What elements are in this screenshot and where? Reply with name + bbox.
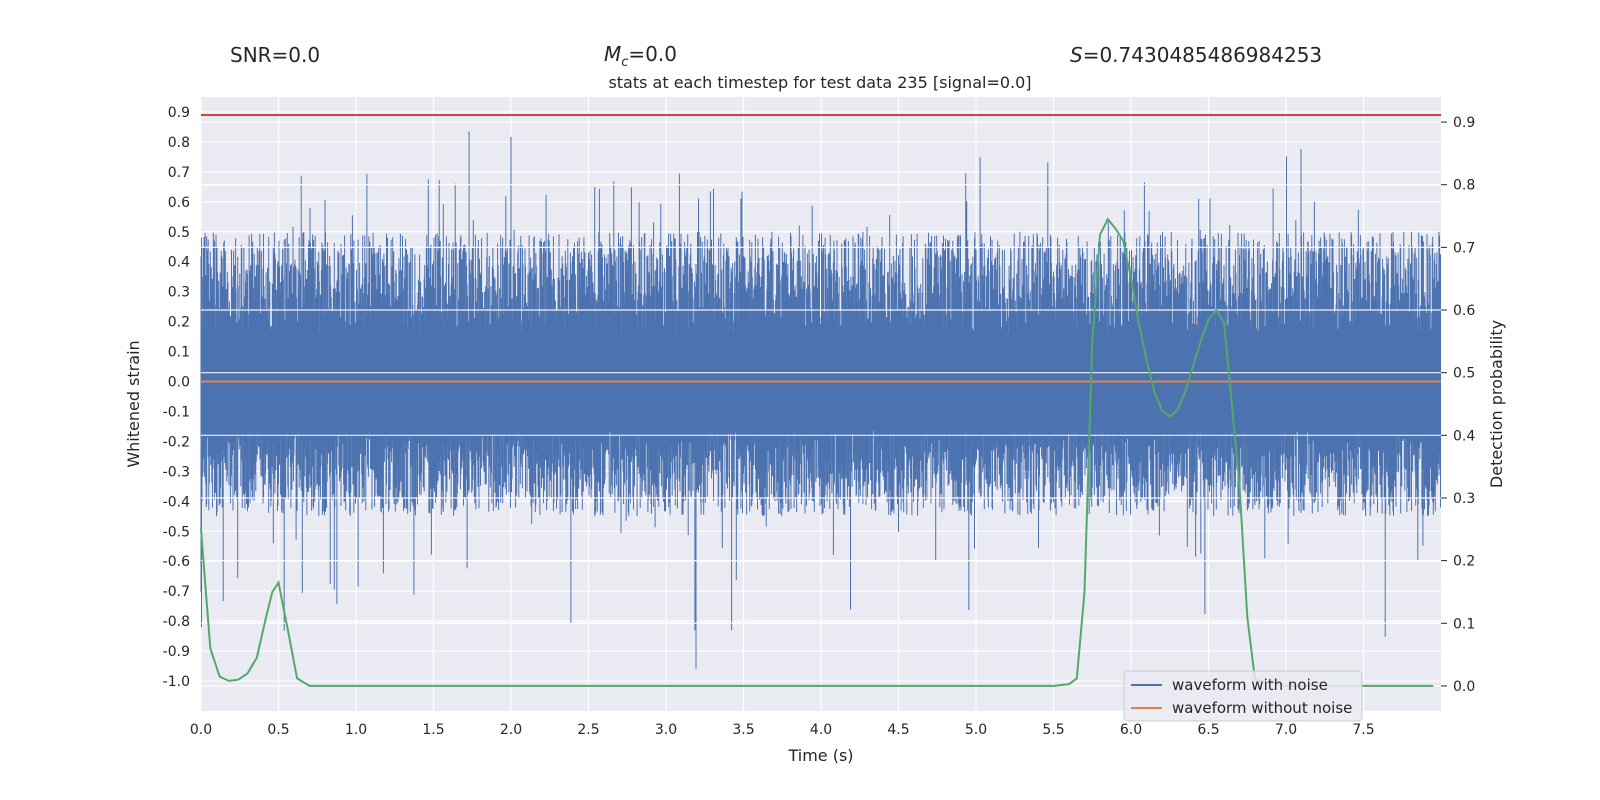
y-right-tick-label: 0.1 xyxy=(1453,616,1475,632)
y-left-tick-label: -0.1 xyxy=(163,404,190,420)
y-right-tick-label: 0.3 xyxy=(1453,491,1475,507)
legend-box xyxy=(1123,670,1363,722)
y-left-tick-label: 0.1 xyxy=(168,345,190,361)
y-left-tick-label: 0.6 xyxy=(168,195,190,211)
y-left-tick-label: -0.3 xyxy=(163,464,190,480)
snr-header: SNR=0.0 xyxy=(230,43,320,67)
y-left-tick-label: 0.8 xyxy=(168,135,190,151)
y-left-tick-label: 0.4 xyxy=(168,255,190,271)
legend-label-clean: waveform without noise xyxy=(1172,699,1352,717)
x-tick-label: 3.5 xyxy=(732,722,754,738)
y-left-tick-label: -0.6 xyxy=(163,554,190,570)
x-tick-label: 2.0 xyxy=(500,722,522,738)
y-right-tick-label: 0.9 xyxy=(1453,115,1475,131)
y-right-tick-label: 0.5 xyxy=(1453,366,1475,382)
y-left-tick-label: 0.0 xyxy=(168,375,190,391)
y-right-axis-label: Detection probability xyxy=(1487,320,1506,488)
x-tick-label: 6.0 xyxy=(1120,722,1142,738)
y-left-tick-label: -0.9 xyxy=(163,644,190,660)
chart-title: stats at each timestep for test data 235… xyxy=(608,73,1031,92)
y-left-axis-label: Whitened strain xyxy=(124,340,143,467)
x-tick-label: 1.5 xyxy=(422,722,444,738)
y-left-tick-label: -0.7 xyxy=(163,584,190,600)
y-left-tick-label: -0.5 xyxy=(163,524,190,540)
y-right-tick-label: 0.6 xyxy=(1453,303,1475,319)
y-left-tick-label: 0.5 xyxy=(168,225,190,241)
y-right-tick-label: 0.2 xyxy=(1453,554,1475,570)
y-left-tick-label: 0.3 xyxy=(168,285,190,301)
y-right-tick-label: 0.4 xyxy=(1453,428,1475,444)
y-right-tick-label: 0.0 xyxy=(1453,679,1475,695)
x-tick-label: 3.0 xyxy=(655,722,677,738)
x-tick-label: 2.5 xyxy=(577,722,599,738)
y-left-tick-label: -0.8 xyxy=(163,614,190,630)
x-axis-label: Time (s) xyxy=(787,746,853,765)
y-right-tick-label: 0.7 xyxy=(1453,240,1475,256)
x-tick-label: 0.0 xyxy=(190,722,212,738)
y-left-tick-label: 0.2 xyxy=(168,315,190,331)
noise-trace xyxy=(200,131,1441,669)
y-left-tick-label: -0.2 xyxy=(163,434,190,450)
x-tick-label: 7.0 xyxy=(1275,722,1297,738)
chirp-mass-header: Mc=0.0 xyxy=(604,42,677,70)
legend-label-noise: waveform with noise xyxy=(1172,676,1328,694)
legend: waveform with noise waveform without noi… xyxy=(1123,670,1363,722)
x-tick-label: 5.0 xyxy=(965,722,987,738)
x-tick-label: 6.5 xyxy=(1197,722,1219,738)
y-left-tick-label: 0.9 xyxy=(168,105,190,121)
y-left-tick-label: -1.0 xyxy=(163,674,190,690)
x-tick-label: 1.0 xyxy=(345,722,367,738)
s-header: S=0.7430485486984253 xyxy=(1070,43,1322,67)
x-tick-label: 5.5 xyxy=(1042,722,1064,738)
x-tick-label: 7.5 xyxy=(1352,722,1374,738)
y-left-tick-label: -0.4 xyxy=(163,494,190,510)
y-right-tick-label: 0.8 xyxy=(1453,178,1475,194)
y-left-tick-label: 0.7 xyxy=(168,165,190,181)
x-tick-label: 4.5 xyxy=(887,722,909,738)
detection-probability-line xyxy=(200,217,1434,687)
x-tick-label: 4.0 xyxy=(810,722,832,738)
x-tick-label: 0.5 xyxy=(267,722,289,738)
